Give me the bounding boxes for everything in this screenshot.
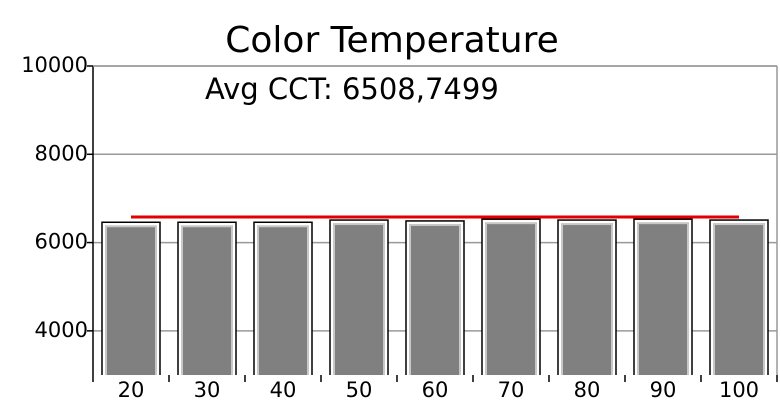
y-tick-label: 6000 [35,230,88,254]
y-tick-label: 8000 [35,141,88,165]
chart-subtitle: Avg CCT: 6508,7499 [205,72,499,106]
y-tick-label: 10000 [21,53,88,77]
bar-fill [333,223,385,375]
bar-fill [105,225,157,375]
x-tick-label: 80 [574,378,601,402]
bar-fill [713,223,765,375]
x-tick-label: 90 [650,378,677,402]
x-tick-label: 20 [118,378,145,402]
bar-fill [637,222,689,375]
bar-fill [181,225,233,375]
bar-fill [257,225,309,375]
x-tick-label: 100 [719,378,759,402]
x-tick-label: 70 [498,378,525,402]
y-tick-label: 4000 [35,318,88,342]
x-tick-label: 30 [194,378,221,402]
bar-fill [485,222,537,375]
bar-fill [409,223,461,375]
x-tick-label: 40 [270,378,297,402]
x-tick-label: 50 [346,378,373,402]
chart-title: Color Temperature [225,20,558,61]
bar-fill [561,223,613,375]
x-tick-label: 60 [422,378,449,402]
bars [101,218,769,375]
